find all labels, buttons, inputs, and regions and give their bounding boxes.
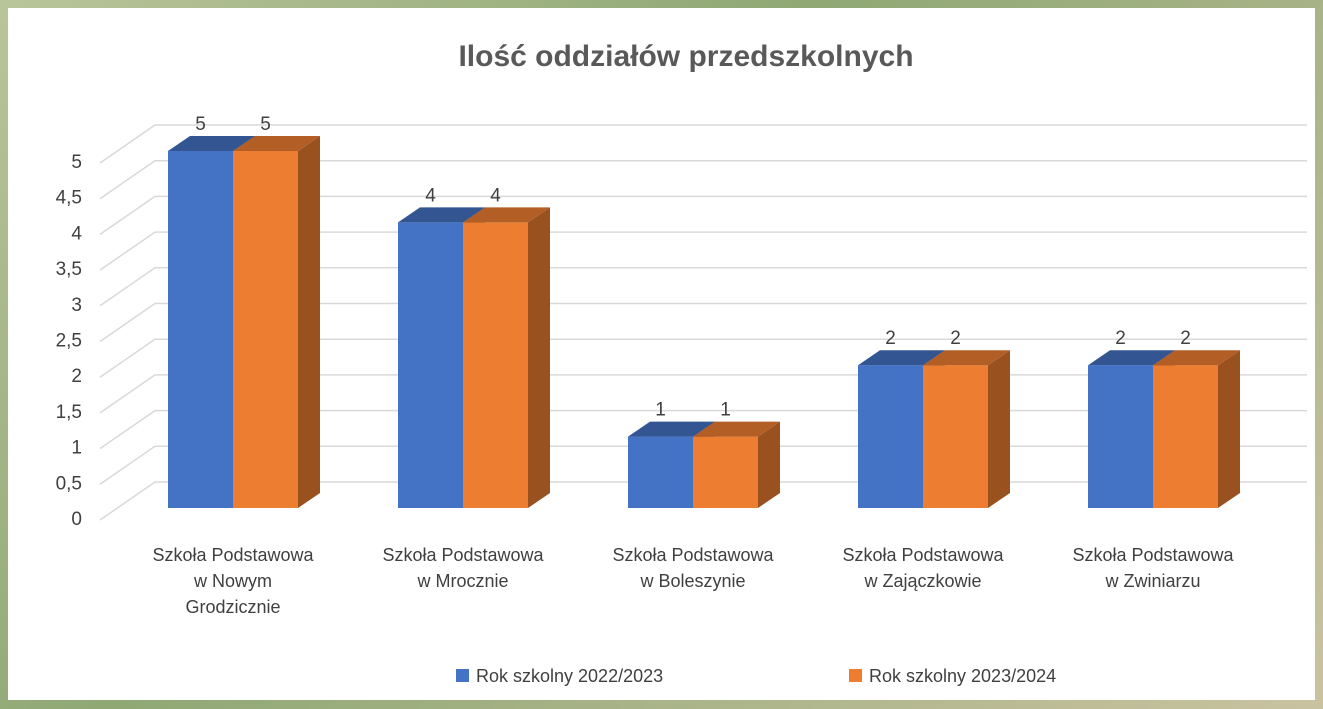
legend-swatch: [849, 669, 862, 682]
grid-line: [99, 195, 1307, 236]
value-label: 2: [1115, 328, 1126, 349]
bar-side: [988, 350, 1010, 508]
grid-line: [99, 124, 1307, 164]
y-tick-label: 0,5: [56, 473, 82, 494]
grid-line: [99, 338, 1307, 378]
y-tick-label: 2,5: [56, 331, 82, 352]
bar: [463, 222, 528, 508]
bar-side: [298, 136, 320, 508]
bar-top: [693, 421, 780, 437]
value-label: 4: [425, 185, 436, 206]
y-tick-label: 0: [71, 509, 82, 530]
value-label: 4: [490, 185, 501, 206]
y-tick-label: 2: [71, 366, 82, 387]
x-tick-label: Szkoła Podstawowa w Zwiniarzu: [1072, 545, 1234, 591]
bar-top: [463, 207, 550, 223]
legend-label: Rok szkolny 2022/2023: [476, 666, 663, 686]
bar: [858, 365, 923, 508]
value-label: 2: [1180, 328, 1191, 349]
value-label: 1: [720, 400, 731, 421]
chart-title: Ilość oddziałów przedszkolnych: [458, 40, 913, 73]
value-label: 5: [195, 114, 206, 135]
bar: [1153, 365, 1218, 508]
bar-top: [858, 350, 945, 366]
bar-top: [923, 350, 1010, 366]
x-tick-label: Szkoła Podstawowa w Mrocznie: [382, 545, 544, 591]
bar: [923, 365, 988, 508]
y-tick-label: 3,5: [56, 259, 82, 280]
bar: [233, 151, 298, 508]
grid-line: [99, 267, 1307, 307]
bar: [168, 151, 233, 508]
grid-line: [99, 302, 1307, 343]
bar-top: [1153, 350, 1240, 366]
x-tick-label: Szkoła Podstawowa w Zajączkowie: [842, 545, 1004, 591]
y-tick-label: 5: [71, 152, 82, 173]
bar-side: [1218, 350, 1240, 508]
bar-top: [628, 421, 715, 437]
legend-swatch: [456, 669, 469, 682]
bar-top: [1088, 350, 1175, 366]
x-tick-label: Szkoła Podstawowa w Boleszynie: [612, 545, 774, 591]
bar: [628, 436, 693, 508]
grid-line: [99, 231, 1307, 271]
bar-top: [233, 136, 320, 151]
x-tick-label: Szkoła Podstawowa w Nowym Grodzicznie: [152, 545, 314, 617]
y-tick-label: 4,5: [56, 188, 82, 209]
value-label: 2: [885, 328, 896, 349]
y-tick-label: 4: [71, 223, 82, 244]
y-tick-label: 1,5: [56, 402, 82, 423]
y-tick-label: 1: [71, 438, 82, 459]
value-label: 2: [950, 328, 961, 349]
value-label: 5: [260, 114, 271, 135]
bar: [1088, 365, 1153, 508]
bar-side: [758, 421, 780, 508]
bar: [693, 436, 758, 508]
bar: [398, 222, 463, 508]
bar-side: [528, 207, 550, 508]
legend-label: Rok szkolny 2023/2024: [869, 666, 1056, 686]
y-tick-label: 3: [71, 295, 82, 316]
grid-line: [99, 159, 1307, 200]
bar-top: [168, 136, 255, 151]
value-label: 1: [655, 400, 666, 421]
bar-top: [398, 207, 485, 223]
